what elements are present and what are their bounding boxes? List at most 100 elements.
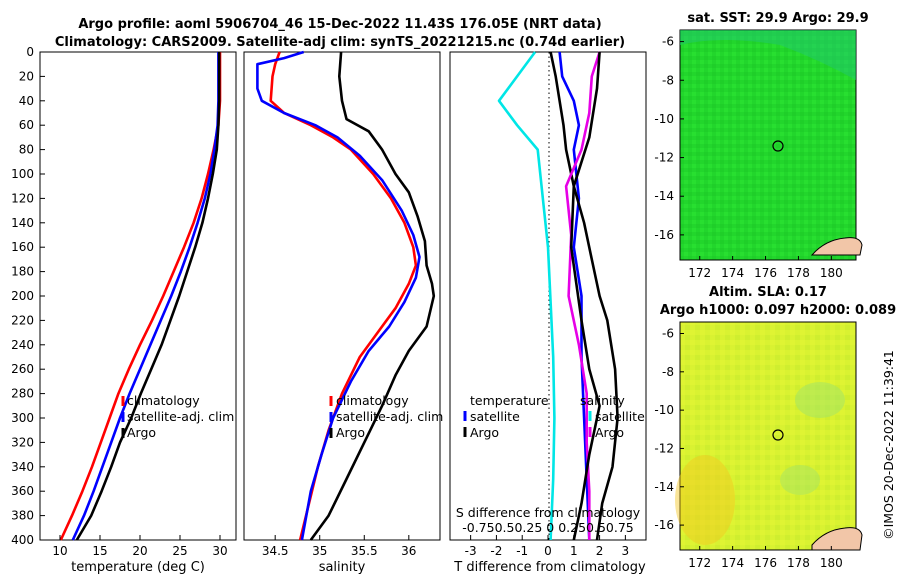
x-tick-label: 35.5 bbox=[351, 544, 378, 558]
sal-legend: climatology satellite-adj. clim Argo bbox=[329, 393, 443, 440]
x-tick-label: 25 bbox=[172, 544, 187, 558]
map-y-label: -16 bbox=[654, 518, 674, 532]
map-x-label: 172 bbox=[688, 556, 711, 570]
series-line-1-2 bbox=[309, 51, 436, 541]
diff-legend: temperature satellite Argo salinity sate… bbox=[463, 393, 645, 440]
map-x-label: 178 bbox=[787, 266, 810, 280]
x-tick-label: 20 bbox=[132, 544, 147, 558]
diff-legend-satellite-left: satellite bbox=[470, 409, 520, 424]
title-line2: Climatology: CARS2009. Satellite-adj cli… bbox=[55, 35, 625, 50]
sal-legend-climatology: climatology bbox=[336, 393, 409, 408]
series-line-2-0 bbox=[497, 51, 556, 541]
sst-argo-location bbox=[772, 140, 784, 152]
x-tick-label: -3 bbox=[465, 544, 477, 558]
y-tick-label: 60 bbox=[19, 118, 34, 132]
x-tick-label: 15 bbox=[92, 544, 107, 558]
x-tick-label: -1 bbox=[516, 544, 528, 558]
diff-legend-satellite-right: satellite bbox=[595, 409, 645, 424]
y-tick-label: 340 bbox=[11, 460, 34, 474]
x-tick-label: 0 bbox=[544, 544, 552, 558]
y-tick-label: 280 bbox=[11, 387, 34, 401]
y-tick-label: 380 bbox=[11, 509, 34, 523]
diff-legend-temperature: temperature bbox=[470, 393, 549, 408]
temp-legend-climatology: climatology bbox=[127, 393, 200, 408]
y-tick-label: 140 bbox=[11, 216, 34, 230]
temperature-panel: 0 20 40 60 80 100 120 140 160 180 200 220 240 260 280 3… bbox=[11, 45, 237, 575]
y-tick-label: 320 bbox=[11, 435, 34, 449]
series-line-0-2 bbox=[75, 52, 221, 541]
series-line-2-1 bbox=[558, 51, 591, 541]
sla-argo-location bbox=[772, 429, 784, 441]
y-tick-label: 160 bbox=[11, 240, 34, 254]
map-y-label: -6 bbox=[662, 326, 674, 340]
map-y-label: -12 bbox=[654, 441, 674, 455]
title-line1: Argo profile: aoml 5906704_46 15-Dec-202… bbox=[78, 17, 601, 32]
difference-panel: -3 -2 -1 0 1 2 3 temperature satellite Argo sa… bbox=[449, 51, 647, 575]
map-y-label: -8 bbox=[662, 365, 674, 379]
x-tick-label: -2 bbox=[490, 544, 502, 558]
y-tick-label: 220 bbox=[11, 313, 34, 327]
diff-legend-argo-left: Argo bbox=[470, 425, 499, 440]
temp-legend-satellite: satellite-adj. clim bbox=[127, 409, 234, 424]
series-line-0-1 bbox=[71, 52, 220, 541]
y-tick-label: 360 bbox=[11, 484, 34, 498]
map-x-label: 178 bbox=[787, 556, 810, 570]
map-x-label: 176 bbox=[754, 266, 777, 280]
salinity-panel: 34.5 35 35.5 36 climatology satellite-adj. … bbox=[243, 50, 443, 575]
map-x-label: 180 bbox=[820, 556, 843, 570]
y-tick-label: 180 bbox=[11, 265, 34, 279]
temp-legend-argo: Argo bbox=[127, 425, 156, 440]
diff-top-label: S difference from climatology bbox=[456, 505, 641, 520]
temp-xlabel: temperature (deg C) bbox=[71, 560, 205, 575]
map-y-label: -16 bbox=[654, 228, 674, 242]
diff-top-ticks: -0.750.50.25 0 0.250.50.75 bbox=[462, 520, 634, 535]
sla-title-line1: Altim. SLA: 0.17 bbox=[709, 285, 827, 300]
map-x-label: 172 bbox=[688, 266, 711, 280]
y-tick-label: 200 bbox=[11, 289, 34, 303]
series-line-2-4 bbox=[569, 51, 601, 541]
diff-legend-argo-right: Argo bbox=[595, 425, 624, 440]
map-y-label: -10 bbox=[654, 403, 674, 417]
x-tick-label: 10 bbox=[52, 544, 67, 558]
y-tick-label: 300 bbox=[11, 411, 34, 425]
map-x-label: 180 bbox=[820, 266, 843, 280]
x-tick-label: 34.5 bbox=[262, 544, 289, 558]
diff-legend-salinity: salinity bbox=[580, 393, 625, 408]
y-tick-label: 40 bbox=[19, 94, 34, 108]
series-line-1-1 bbox=[256, 50, 421, 541]
x-tick-label: 1 bbox=[570, 544, 578, 558]
sla-map: Altim. SLA: 0.17 Argo h1000: 0.097 h2000… bbox=[654, 285, 896, 570]
y-tick-label: 0 bbox=[26, 45, 34, 59]
map-y-label: -12 bbox=[654, 151, 674, 165]
series-line-2-2 bbox=[549, 51, 619, 541]
map-x-label: 176 bbox=[754, 556, 777, 570]
map-y-label: -14 bbox=[654, 189, 674, 203]
y-tick-label: 20 bbox=[19, 69, 34, 83]
map-y-label: -6 bbox=[662, 35, 674, 49]
x-tick-label: 36 bbox=[401, 544, 416, 558]
series-line-2-3 bbox=[564, 51, 601, 540]
y-tick-label: 400 bbox=[11, 533, 34, 547]
y-tick-label: 120 bbox=[11, 191, 34, 205]
sal-legend-argo: Argo bbox=[336, 425, 365, 440]
sal-xlabel: salinity bbox=[319, 560, 366, 575]
x-tick-label: 3 bbox=[622, 544, 630, 558]
sla-title-line2: Argo h1000: 0.097 h2000: 0.089 bbox=[660, 303, 896, 318]
y-tick-label: 240 bbox=[11, 338, 34, 352]
map-x-label: 174 bbox=[721, 556, 744, 570]
y-tick-label: 100 bbox=[11, 167, 34, 181]
map-y-label: -8 bbox=[662, 73, 674, 87]
diff-xlabel: T difference from climatology bbox=[453, 560, 646, 575]
map-y-label: -10 bbox=[654, 112, 674, 126]
sst-map-title: sat. SST: 29.9 Argo: 29.9 bbox=[687, 11, 868, 26]
y-tick-label: 260 bbox=[11, 362, 34, 376]
sal-legend-satellite: satellite-adj. clim bbox=[336, 409, 443, 424]
x-tick-label: 35 bbox=[312, 544, 327, 558]
y-tick-label: 80 bbox=[19, 143, 34, 157]
x-tick-label: 2 bbox=[596, 544, 604, 558]
sst-map: sat. SST: 29.9 Argo: 29.9 172 174 176 178 18… bbox=[654, 11, 868, 280]
temp-legend: climatology satellite-adj. clim Argo bbox=[121, 393, 234, 440]
map-x-label: 174 bbox=[721, 266, 744, 280]
map-y-label: -14 bbox=[654, 480, 674, 494]
